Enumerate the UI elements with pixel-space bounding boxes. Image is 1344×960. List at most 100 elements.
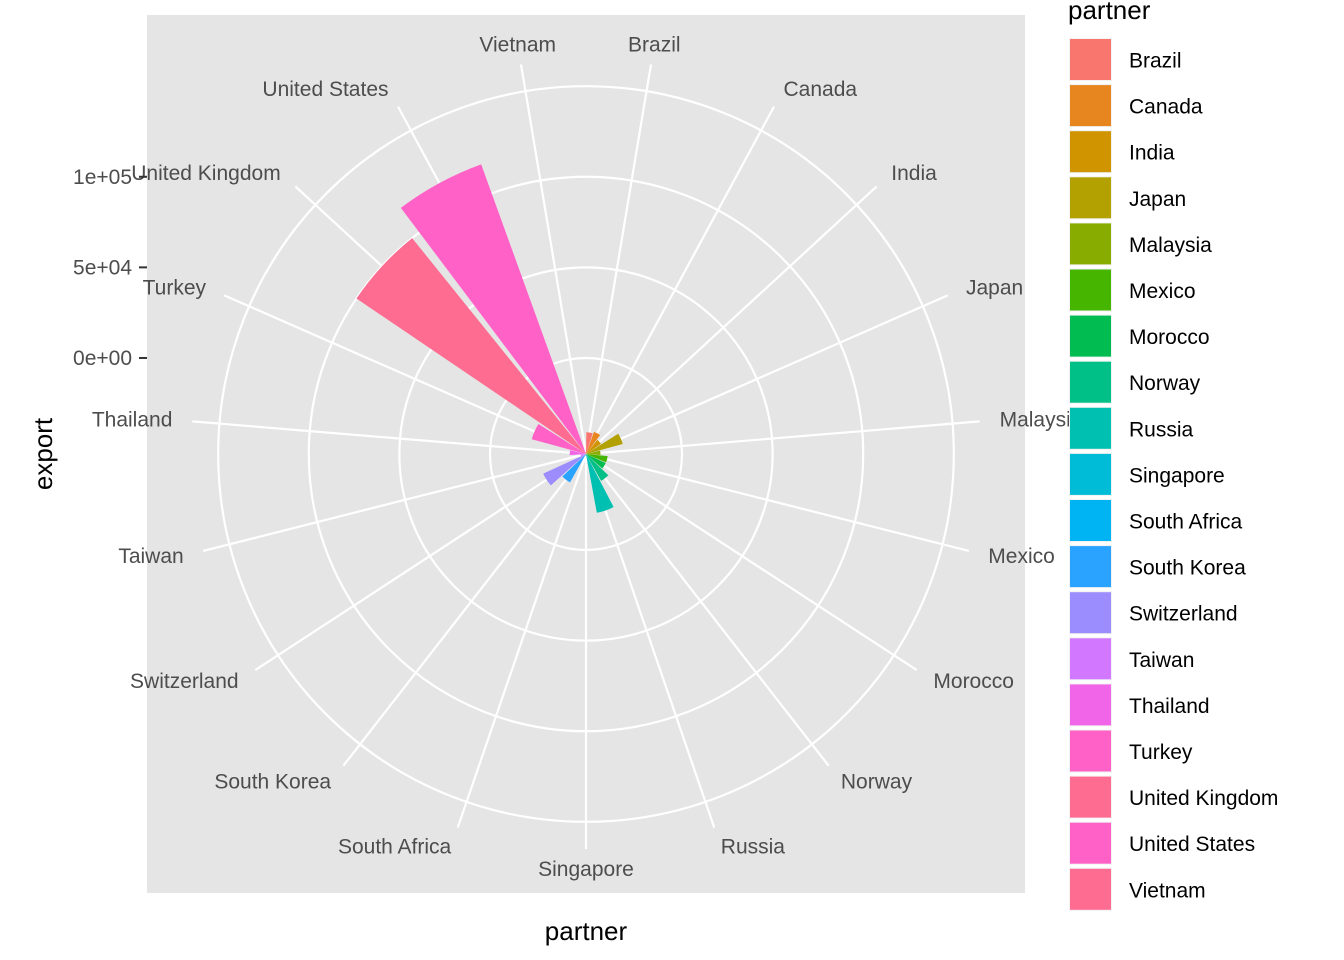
grid-spoke (585, 452, 970, 553)
bar-vietnam (585, 452, 586, 454)
grid-spoke (585, 453, 830, 767)
category-label: South Korea (214, 771, 331, 794)
legend-label: South Korea (1129, 557, 1246, 580)
legend-swatch (1070, 131, 1111, 173)
legend-swatch (1070, 776, 1111, 818)
legend-swatch (1070, 868, 1111, 910)
grid-spoke (585, 453, 918, 671)
legend-title: partner (1068, 0, 1151, 25)
category-label: Thailand (92, 409, 173, 432)
category-label: Norway (841, 771, 913, 794)
category-label: South Africa (338, 836, 452, 859)
legend-swatch (1070, 85, 1111, 127)
category-label: India (891, 162, 937, 185)
legend-label: Japan (1129, 188, 1186, 211)
category-label: Malaysia (1000, 409, 1083, 432)
bar-russia (586, 454, 614, 513)
legend-swatch (1070, 223, 1111, 265)
category-label: United Kingdom (131, 162, 280, 185)
category-labels: Brazil Canada India Japan Malaysia Mexico Moro… (92, 34, 1083, 881)
legend-swatch (1070, 730, 1111, 772)
bar-mexico (586, 454, 608, 463)
bar-turkey (531, 424, 586, 454)
grid-spoke (519, 64, 588, 455)
bar-united-states (400, 164, 586, 455)
legend-swatch (1070, 684, 1111, 726)
legend-label: Vietnam (1129, 879, 1206, 902)
legend-swatch (1070, 592, 1111, 634)
legend-swatch (1070, 39, 1111, 80)
legend-swatch (1070, 638, 1111, 680)
y-tick-label: 0e+00 (73, 347, 132, 370)
bar-singapore (585, 454, 587, 456)
bar-thailand (569, 450, 586, 456)
grid-spoke (342, 453, 587, 767)
grid-lines (192, 64, 980, 849)
bar-india (586, 439, 601, 454)
bar-brazil (586, 432, 593, 454)
category-label: Canada (784, 78, 858, 101)
category-label: Mexico (988, 545, 1055, 568)
grid-spoke (192, 420, 587, 456)
legend-label: Taiwan (1129, 649, 1194, 672)
category-label: Russia (721, 836, 786, 859)
bar-canada (586, 431, 601, 454)
legend-label: India (1129, 142, 1175, 165)
legend-label: Norway (1129, 372, 1201, 395)
legend-label: Brazil (1129, 50, 1182, 73)
legend-swatch (1070, 500, 1111, 541)
legend-label: United States (1129, 833, 1255, 856)
bar-taiwan (580, 454, 586, 457)
legend-label: United Kingdom (1129, 787, 1278, 810)
grid-spoke (585, 420, 980, 456)
legend-swatch (1070, 315, 1111, 357)
grid-spoke (202, 452, 587, 553)
bar-switzerland (543, 454, 586, 486)
bar-japan (586, 433, 623, 454)
legend-label: Russia (1129, 418, 1194, 441)
legend-swatch (1070, 407, 1111, 449)
legend-swatch (1070, 546, 1111, 588)
legend-label: Turkey (1129, 741, 1193, 764)
grid-spoke (223, 294, 587, 456)
bar-norway (586, 454, 609, 481)
category-label: Brazil (628, 34, 681, 57)
category-label: United States (262, 78, 388, 101)
legend-swatch (1070, 453, 1111, 495)
y-tick-label: 1e+05 (73, 166, 132, 189)
legend-label: Mexico (1129, 280, 1196, 303)
grid-spoke (456, 453, 588, 828)
legend-label: Thailand (1129, 695, 1210, 718)
legend-swatch (1070, 822, 1111, 864)
grid-spoke (585, 185, 878, 455)
bar-south-africa (585, 454, 586, 456)
bars (356, 164, 623, 513)
category-label: Taiwan (118, 545, 183, 568)
y-axis: 0e+00 5e+04 1e+05 (73, 166, 147, 370)
y-axis-title: export (28, 417, 58, 490)
category-label: Japan (966, 276, 1023, 299)
grid-spoke (585, 106, 775, 455)
x-axis-title: partner (545, 916, 628, 946)
legend-label: Switzerland (1129, 603, 1238, 626)
grid-spoke (584, 453, 716, 828)
bar-malaysia (586, 450, 601, 455)
legend-label: South Africa (1129, 511, 1243, 534)
category-label: Morocco (933, 670, 1014, 693)
grid-spoke (254, 453, 587, 671)
bar-morocco (586, 454, 606, 469)
category-label: Turkey (143, 276, 207, 299)
grid-spoke (584, 64, 653, 455)
legend-label: Canada (1129, 96, 1203, 119)
category-label: Vietnam (479, 34, 556, 57)
category-label: Singapore (538, 858, 634, 881)
legend-label: Morocco (1129, 326, 1210, 349)
category-label: Switzerland (130, 670, 239, 693)
legend-label: Singapore (1129, 464, 1225, 487)
grid-spoke (585, 294, 949, 456)
legend-label: Malaysia (1129, 234, 1212, 257)
bar-south-korea (562, 454, 586, 483)
legend-swatch (1070, 177, 1111, 219)
legend-swatch (1070, 269, 1111, 311)
